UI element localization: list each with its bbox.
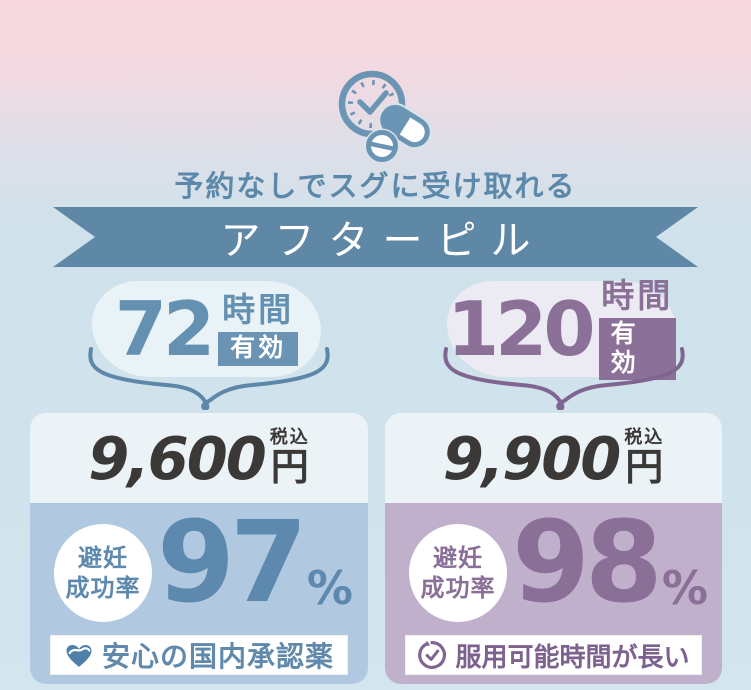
feature-label: 安心の国内承認薬 [101, 640, 334, 673]
page-title: アフターピル [220, 218, 545, 264]
success-rate: 98 % [512, 498, 708, 628]
percent-sign: % [306, 560, 353, 615]
feature-label: 服用可能時間が長い [455, 642, 690, 673]
hours-bubble-72: 72 時間 有効 [92, 281, 321, 377]
price-value: 9,600 [88, 423, 267, 493]
hours-unit: 時間 [222, 289, 295, 329]
hours-value: 72 [114, 284, 215, 373]
rate-label-circle: 避妊 成功率 [409, 524, 507, 622]
tagline: 予約なしでスグに受け取れる [174, 169, 577, 203]
valid-badge: 有効 [218, 332, 299, 367]
pill-card-72: 9,600 税込 円 避妊 成功率 97 % 安心の国内承認薬 [30, 413, 368, 684]
brace-decoration [86, 346, 332, 411]
title-ribbon: アフターピル [53, 207, 698, 267]
clock-arrow-icon [418, 640, 447, 669]
rate-value: 97 [157, 498, 308, 628]
feature-bar: 安心の国内承認薬 [50, 635, 348, 675]
rate-value: 98 [512, 498, 663, 628]
rate-label-line2: 成功率 [420, 574, 496, 602]
hours-value: 120 [447, 284, 596, 373]
valid-badge: 有効 [598, 317, 676, 381]
rate-label-line1: 避妊 [433, 544, 483, 572]
clock-with-pills-icon [325, 68, 437, 170]
price-row: 9,600 税込 円 [30, 413, 368, 503]
price-value: 9,900 [442, 423, 622, 493]
percent-sign: % [661, 560, 708, 615]
rate-label-line2: 成功率 [65, 574, 141, 602]
rate-label-circle: 避妊 成功率 [54, 524, 152, 622]
hours-bubble-120: 120 時間 有効 [447, 275, 676, 381]
tax-label: 税込 [624, 427, 665, 449]
heart-icon [66, 645, 92, 667]
tax-label: 税込 [269, 427, 310, 449]
rate-label-line1: 避妊 [78, 544, 128, 572]
success-rate: 97 % [157, 498, 353, 628]
brace-decoration [441, 346, 687, 411]
currency-label: 円 [625, 444, 664, 489]
feature-bar: 服用可能時間が長い [405, 635, 702, 675]
price-row: 9,900 税込 円 [385, 413, 722, 503]
hours-unit: 時間 [601, 275, 674, 315]
success-rate-panel: 避妊 成功率 98 % 服用可能時間が長い [385, 503, 722, 684]
currency-label: 円 [270, 444, 309, 489]
success-rate-panel: 避妊 成功率 97 % 安心の国内承認薬 [30, 503, 368, 684]
pill-card-120: 9,900 税込 円 避妊 成功率 98 % 服用可能時間が長い [385, 413, 722, 684]
